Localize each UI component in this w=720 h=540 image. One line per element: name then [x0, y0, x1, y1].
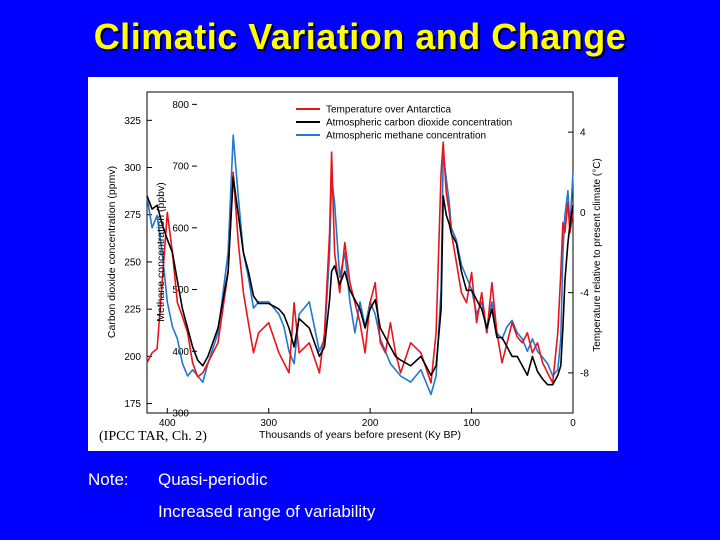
temperature-axis-label: Temperature relative to present climate …: [592, 158, 603, 352]
x-tick-label: 300: [260, 418, 277, 429]
co2-tick-label: 200: [124, 352, 141, 363]
note-label: Note:: [88, 470, 129, 489]
methane-tick-label: 600: [172, 223, 189, 234]
temperature-tick-label: -8: [580, 368, 589, 379]
x-tick-label: 100: [463, 418, 480, 429]
ticks-layer: 400 300 200 100 0175200225250275300325300400…: [124, 100, 589, 429]
series-line-methane: [146, 134, 574, 396]
co2-tick-label: 225: [124, 305, 141, 316]
slide-title: Climatic Variation and Change: [93, 16, 627, 57]
x-axis-label: Thousands of years before present (Ky BP…: [259, 429, 461, 441]
series-layer: [146, 134, 574, 396]
x-tick-label: 400: [159, 418, 176, 429]
plot-frame: [146, 91, 574, 414]
note-line-1: Quasi-periodic: [158, 470, 268, 489]
co2-tick-label: 275: [124, 210, 141, 221]
methane-tick-label: 800: [172, 100, 189, 111]
chart-legend: Temperature over Antarctica Atmospheric c…: [296, 105, 512, 142]
methane-tick-label: 500: [172, 285, 189, 296]
x-tick-label: 0: [570, 418, 576, 429]
chart-figure: 400 300 200 100 0 175 200 225 250 275 300 325 300 400…: [88, 77, 618, 451]
series-line-co2: [146, 176, 574, 386]
x-tick-label: 200: [362, 418, 379, 429]
co2-tick-label: 325: [124, 116, 141, 127]
temperature-tick-label: 0: [580, 208, 586, 219]
co2-axis-label: Carbon dioxide concentration (ppmv): [106, 166, 118, 338]
chart-svg: 400 300 200 100 0175200225250275300325300400…: [106, 91, 603, 441]
legend-entry: Temperature over Antarctica: [326, 105, 451, 116]
co2-tick-label: 250: [124, 257, 141, 268]
temperature-tick-label: 4: [580, 128, 586, 139]
methane-axis-label: Methane concentration (ppbv): [155, 182, 167, 322]
legend-entry: Atmospheric carbon dioxide concentration: [326, 118, 512, 129]
source-note: (IPCC TAR, Ch. 2): [99, 429, 207, 444]
note-line-2: Increased range of variability: [158, 502, 376, 521]
methane-tick-label: 700: [172, 162, 189, 173]
methane-tick-label: 300: [172, 409, 189, 420]
co2-tick-label: 300: [124, 163, 141, 174]
legend-entry: Atmospheric methane concentration: [326, 131, 486, 142]
temperature-tick-label: -4: [580, 288, 589, 299]
co2-tick-label: 175: [124, 399, 141, 410]
